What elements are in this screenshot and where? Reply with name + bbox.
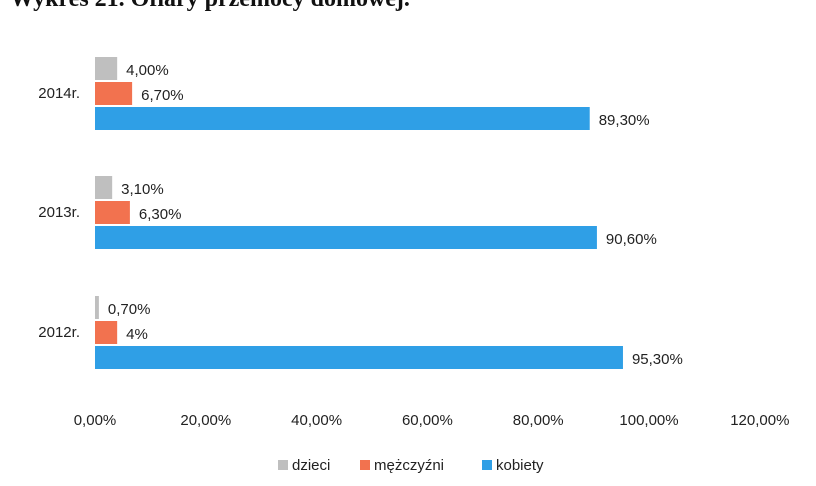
data-label-dzieci-2013r.: 3,10%	[121, 181, 164, 198]
bars-group: 4,00% 6,70% 89,30% 3,10% 6,30% 90,60% 0,70% 4% 9…	[95, 57, 683, 369]
x-tick-label: 20,00%	[180, 412, 231, 429]
category-label: 2013r.	[38, 204, 80, 221]
data-label-kobiety-2014r.: 89,30%	[599, 112, 650, 129]
bar-kobiety-2013r.	[95, 226, 597, 249]
data-label-dzieci-2012r.: 0,70%	[108, 301, 151, 318]
x-tick-label: 0,00%	[74, 412, 117, 429]
x-tick-label: 40,00%	[291, 412, 342, 429]
bar-kobiety-2012r.	[95, 346, 623, 369]
x-tick-label: 100,00%	[619, 412, 678, 429]
bar-dzieci-2012r.	[95, 296, 99, 319]
chart-title: Wykres 21. Ofiary przemocy domowej.	[10, 0, 410, 13]
legend-swatch-kobiety	[482, 460, 492, 470]
legend-label-dzieci: dzieci	[292, 457, 330, 474]
legend-label-mężczyźni: mężczyźni	[374, 457, 444, 474]
data-label-kobiety-2012r.: 95,30%	[632, 351, 683, 368]
bar-mężczyźni-2013r.	[95, 201, 130, 224]
bar-mężczyźni-2014r.	[95, 82, 133, 105]
bar-mężczyźni-2012r.	[95, 321, 118, 344]
category-label: 2014r.	[38, 85, 80, 102]
data-label-dzieci-2014r.: 4,00%	[126, 62, 169, 79]
x-tick-labels: 0,00% 20,00% 40,00% 60,00% 80,00% 100,00% 120,…	[74, 412, 790, 429]
bar-dzieci-2013r.	[95, 176, 113, 199]
x-tick-label: 120,00%	[730, 412, 789, 429]
bar-dzieci-2014r.	[95, 57, 118, 80]
data-label-mężczyźni-2014r.: 6,70%	[141, 87, 184, 104]
data-label-kobiety-2013r.: 90,60%	[606, 231, 657, 248]
data-label-mężczyźni-2012r.: 4%	[126, 326, 148, 343]
data-label-mężczyźni-2013r.: 6,30%	[139, 206, 182, 223]
bar-kobiety-2014r.	[95, 107, 590, 130]
x-tick-label: 60,00%	[402, 412, 453, 429]
legend-swatch-dzieci	[278, 460, 288, 470]
legend-label-kobiety: kobiety	[496, 457, 544, 474]
legend: dzieci mężczyźni kobiety	[278, 457, 544, 474]
legend-swatch-mężczyźni	[360, 460, 370, 470]
x-tick-label: 80,00%	[513, 412, 564, 429]
category-labels: 2014r. 2013r. 2012r.	[38, 85, 80, 341]
category-label: 2012r.	[38, 324, 80, 341]
